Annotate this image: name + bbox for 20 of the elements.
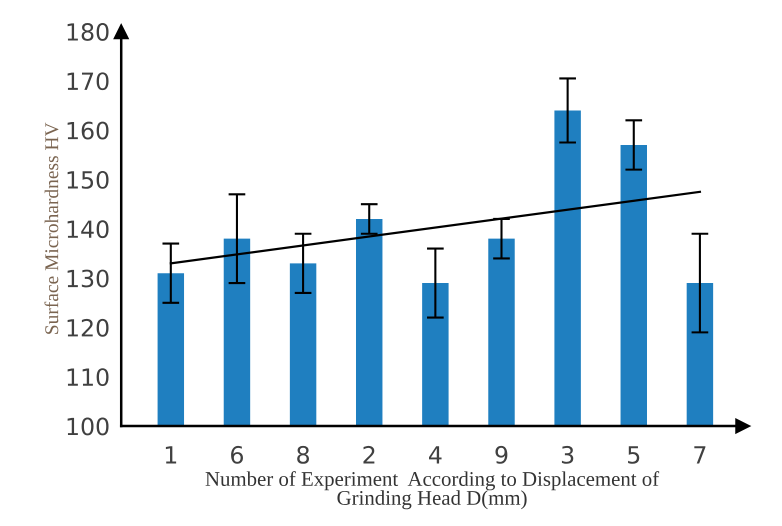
y-tick-label: 150: [68, 170, 109, 189]
x-tick-label: 6: [231, 446, 243, 464]
y-tick-label: 180: [68, 23, 109, 41]
x-tick-label: 5: [628, 446, 640, 464]
x-tick-label: 2: [363, 446, 374, 464]
y-tick-label: 120: [68, 318, 109, 337]
x-axis-title: Number of Experiment According to Displacement of Grinding Head D(mm): [206, 471, 660, 510]
x-tick-label: 8: [297, 446, 309, 464]
y-axis-title: Surface Microhardness HV: [44, 122, 58, 334]
x-tick-label: 9: [495, 446, 508, 464]
y-tick-label: 100: [68, 418, 109, 436]
y-tick-label: 130: [68, 270, 109, 288]
x-tick-label: 4: [429, 446, 442, 464]
y-tick-label: 110: [68, 368, 109, 386]
x-tick-label: 3: [562, 446, 574, 464]
y-tick-label: 140: [68, 220, 109, 238]
x-tick-label: 1: [166, 446, 176, 464]
y-tick-label: 160: [68, 122, 109, 140]
y-tick-label: 170: [68, 72, 109, 90]
x-tick-label: 7: [694, 446, 706, 464]
